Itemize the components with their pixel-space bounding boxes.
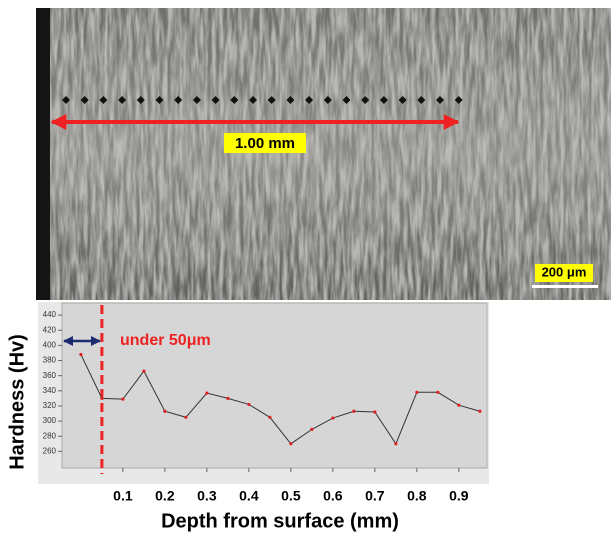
plot-area xyxy=(62,303,487,468)
point xyxy=(436,391,439,394)
x-tick-label: 0.4 xyxy=(239,488,259,504)
point xyxy=(163,410,166,413)
y-tick-label: 280 xyxy=(43,431,57,440)
x-tick-label: 0.1 xyxy=(113,488,133,504)
y-tick-label: 360 xyxy=(43,371,57,380)
point xyxy=(352,410,355,413)
annotation-text: under 50μm xyxy=(120,332,211,349)
point xyxy=(457,404,460,407)
x-tick-label: 0.5 xyxy=(281,488,301,504)
y-tick-label: 400 xyxy=(43,340,57,349)
micrograph: 1.00 mm 200 μm xyxy=(36,8,611,300)
x-tick-label: 0.3 xyxy=(197,488,217,504)
y-tick-label: 420 xyxy=(43,325,57,334)
y-tick-label: 320 xyxy=(43,401,57,410)
x-tick-label: 0.2 xyxy=(155,488,175,504)
y-tick-label: 440 xyxy=(43,310,57,319)
point xyxy=(394,442,397,445)
x-tick-label: 0.7 xyxy=(365,488,385,504)
point xyxy=(268,416,271,419)
point xyxy=(478,410,481,413)
point xyxy=(247,403,250,406)
point xyxy=(289,442,292,445)
point xyxy=(79,353,82,356)
figure: 1.00 mm 200 μm Hardness (Hv) Depth from … xyxy=(0,0,611,538)
y-tick-label: 300 xyxy=(43,416,57,425)
point xyxy=(415,391,418,394)
point xyxy=(184,416,187,419)
point xyxy=(310,428,313,431)
point xyxy=(373,410,376,413)
scale-bar-label: 200 μm xyxy=(542,264,587,279)
y-tick-label: 380 xyxy=(43,356,57,365)
y-tick-label: 260 xyxy=(43,446,57,455)
y-axis-label: Hardness (Hv) xyxy=(6,334,28,470)
micrograph-texture xyxy=(36,8,611,300)
point xyxy=(205,391,208,394)
y-tick-label: 340 xyxy=(43,386,57,395)
point xyxy=(100,397,103,400)
scale-bar xyxy=(532,285,598,288)
edge xyxy=(36,8,50,300)
measure-label: 1.00 mm xyxy=(235,135,295,152)
point xyxy=(121,398,124,401)
point xyxy=(142,370,145,373)
page: {"micrograph": {"measure_label": "1.00 m… xyxy=(0,0,611,538)
point xyxy=(226,397,229,400)
x-tick-label: 0.8 xyxy=(407,488,427,504)
x-tick-label: 0.9 xyxy=(449,488,469,504)
x-tick-label: 0.6 xyxy=(323,488,343,504)
x-axis-label: Depth from surface (mm) xyxy=(161,510,399,532)
point xyxy=(331,416,334,419)
